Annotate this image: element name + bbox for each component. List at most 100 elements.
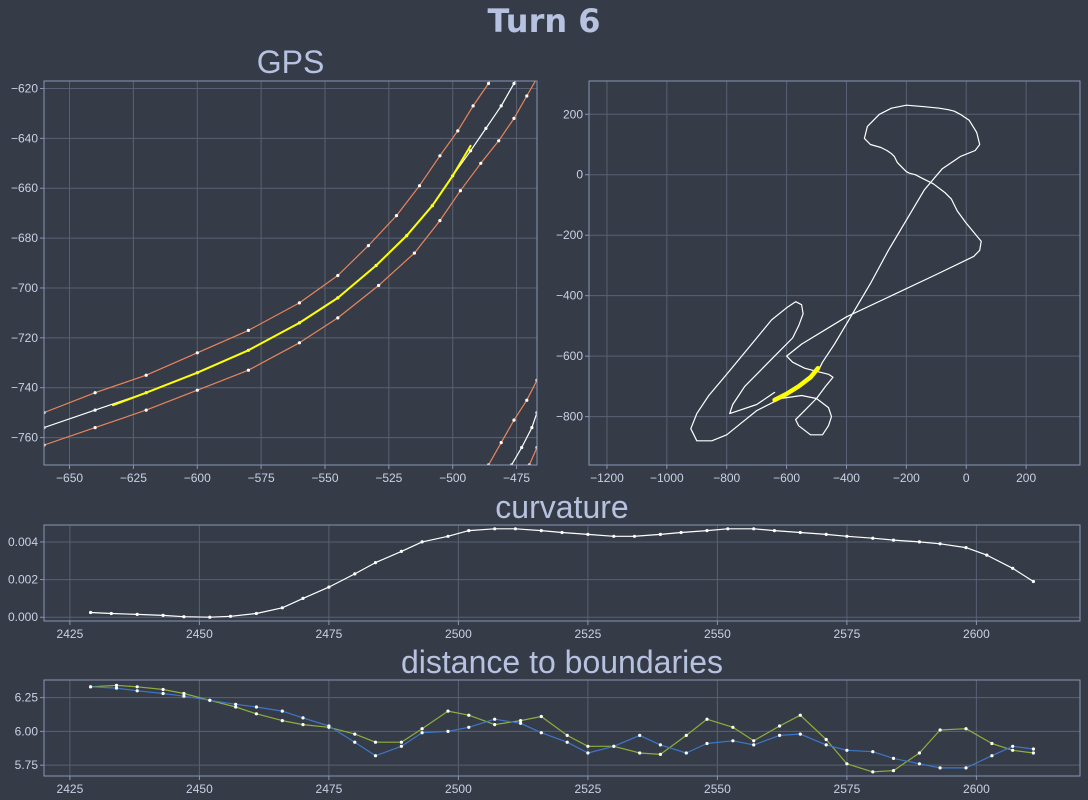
curvature-data-point	[373, 561, 378, 565]
curvature-data-point	[726, 527, 730, 531]
distance-data-point	[182, 691, 186, 696]
distance-data-point	[891, 769, 896, 773]
curvature-data-point	[228, 614, 233, 618]
track-y-tick-label: −800	[556, 410, 583, 424]
track-x-tick-label: −1200	[590, 471, 624, 485]
distance-data-point	[420, 727, 424, 731]
curvature-data-point	[161, 613, 165, 618]
curvature-data-point	[586, 532, 590, 537]
distance-data-point	[234, 705, 238, 709]
curvature-x-tick-label: 2450	[186, 627, 213, 641]
curvature-data-point	[938, 542, 942, 546]
curvature-data-point	[182, 615, 186, 619]
distance-data-point	[254, 705, 258, 709]
distance-data-point	[446, 729, 450, 734]
distance-data-point	[280, 719, 284, 723]
distance-y-tick-label: 6.25	[15, 691, 39, 705]
gps-data-point	[377, 283, 381, 288]
gps-title: GPS	[257, 44, 325, 80]
gps-data-point	[412, 251, 416, 255]
gps-data-point	[484, 126, 488, 130]
gps-data-point	[458, 189, 462, 193]
gps-data-point	[512, 418, 516, 422]
gps-x-tick-label: −500	[439, 471, 466, 485]
gps-x-tick-label: −650	[56, 471, 83, 485]
gps-data-point	[499, 441, 503, 445]
figure-suptitle: Turn 6	[487, 2, 600, 40]
gps-data-point	[195, 388, 199, 392]
distance-data-point	[254, 712, 258, 716]
track-x-tick-label: −1000	[650, 471, 684, 485]
curvature-x-tick-label: 2575	[834, 627, 861, 641]
curvature-data-point	[1011, 566, 1015, 570]
gps-data-point	[512, 116, 516, 120]
track-series-line-0	[690, 104, 982, 442]
track-x-tick-label: −200	[893, 471, 920, 485]
curvature-x-tick-label: 2600	[963, 627, 990, 641]
distance-plot-area	[44, 680, 1080, 776]
distance-data-point	[731, 725, 735, 729]
curvature-data-point	[109, 611, 113, 616]
curvature-data-point	[824, 532, 828, 537]
gps-y-tick-label: −620	[11, 81, 38, 95]
distance-data-point	[798, 713, 802, 717]
gps-data-point	[500, 60, 503, 63]
gps-data-point	[93, 391, 97, 395]
distance-data-point	[684, 733, 688, 738]
distance-data-point	[1031, 747, 1035, 751]
track-frame	[588, 80, 1081, 466]
gps-data-point	[366, 244, 370, 248]
distance-data-point	[964, 727, 968, 731]
track-x-tick-label: −800	[713, 471, 740, 485]
gps-x-tick-label: −525	[375, 471, 402, 485]
distance-data-point	[446, 709, 450, 713]
curvature-data-point	[798, 530, 802, 535]
distance-data-point	[917, 762, 922, 766]
gps-data-point	[471, 104, 475, 108]
distance-data-point	[1011, 744, 1015, 748]
distance-data-point	[586, 751, 590, 755]
distance-x-tick-label: 2575	[834, 782, 861, 796]
curvature-data-point	[1031, 579, 1035, 584]
gps-data-point	[297, 301, 301, 305]
gps-y-tick-label: −720	[11, 331, 38, 345]
gps-frame	[43, 80, 538, 466]
gps-series-group	[44, 60, 537, 465]
gps-data-point	[525, 398, 529, 402]
curvature-x-tick-label: 2475	[316, 627, 343, 641]
gps-data-point	[525, 94, 529, 98]
gps-data-point	[394, 214, 399, 218]
gps-x-tick-label: −550	[311, 471, 338, 485]
distance-x-tick-label: 2550	[704, 782, 731, 796]
curvature-data-point	[658, 532, 663, 537]
gps-series-line-6	[528, 446, 537, 465]
distance-data-point	[493, 717, 497, 721]
curvature-data-point	[679, 530, 683, 535]
distance-data-point	[1031, 751, 1035, 755]
distance-data-point	[917, 751, 922, 755]
gps-data-point	[93, 426, 97, 430]
distance-data-point	[135, 689, 139, 693]
distance-data-point	[301, 716, 305, 720]
distance-data-point	[990, 754, 994, 758]
curvature-data-point	[871, 536, 875, 540]
gps-x-tick-label: −600	[184, 471, 211, 485]
gps-data-point	[486, 81, 491, 86]
distance-data-point	[612, 744, 616, 748]
curvature-data-point	[399, 549, 403, 554]
gps-data-point	[525, 60, 528, 63]
curvature-x-tick-label: 2425	[57, 627, 84, 641]
gps-data-point	[520, 445, 524, 450]
curvature-data-point	[612, 534, 616, 538]
distance-data-point	[353, 732, 357, 736]
distance-y-tick-label: 6.00	[15, 724, 39, 738]
curvature-y-tick-label: 0.000	[8, 610, 38, 624]
gps-axes: −650 −625 −600 −575 −550 −525 −500 −475 −620 −640…	[11, 44, 538, 485]
curvature-data-point	[560, 530, 564, 535]
track-y-tick-label: −400	[556, 289, 583, 303]
gps-data-point	[297, 341, 301, 345]
curvature-data-point	[446, 534, 450, 538]
distance-data-point	[565, 733, 569, 738]
distance-data-point	[89, 685, 93, 689]
gps-y-tick-label: −640	[11, 131, 38, 145]
